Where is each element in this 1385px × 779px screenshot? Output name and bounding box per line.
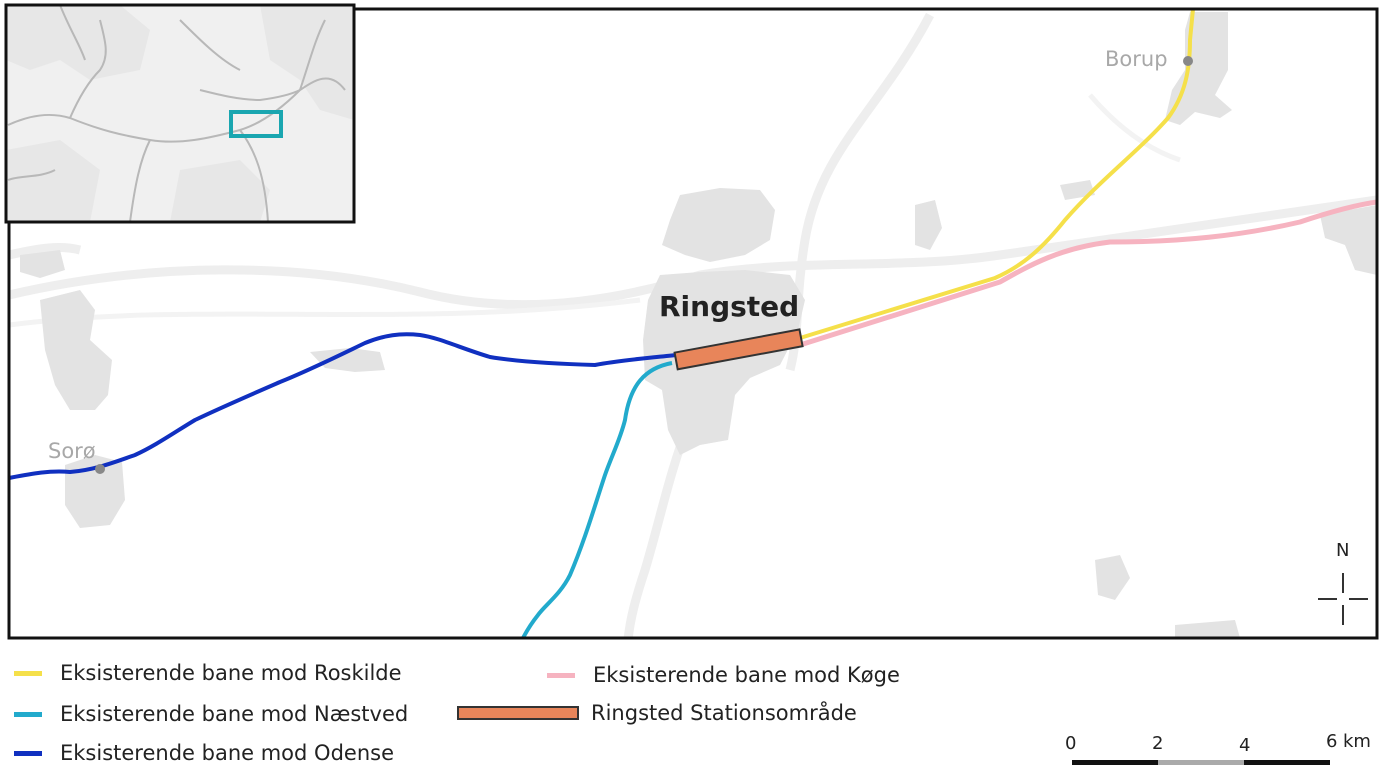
place-label-soroe: Sorø bbox=[48, 439, 96, 463]
inset-map[interactable] bbox=[4, 3, 356, 224]
scale-tick-2: 2 bbox=[1152, 733, 1164, 754]
rail-koege bbox=[799, 199, 1377, 348]
legend-item-naestved: Eksisterende bane mod Næstved bbox=[14, 699, 408, 729]
legend-swatch-naestved bbox=[14, 711, 42, 717]
north-label: N bbox=[1336, 540, 1349, 561]
north-arrow-icon bbox=[1318, 573, 1368, 625]
legend-swatch-station bbox=[457, 706, 579, 720]
rail-roskilde bbox=[799, 9, 1195, 340]
legend-swatch-roskilde bbox=[14, 670, 42, 676]
scale-tick-0: 0 bbox=[1065, 733, 1077, 754]
inset-roads bbox=[7, 4, 346, 223]
legend-label-naestved: Eksisterende bane mod Næstved bbox=[60, 702, 409, 726]
legend-item-koege: Eksisterende bane mod Køge bbox=[547, 660, 900, 690]
legend-item-odense: Eksisterende bane mod Odense bbox=[14, 738, 394, 768]
legend-label-station: Ringsted Stationsområde bbox=[591, 701, 857, 725]
main-map-frame bbox=[7, 7, 1379, 640]
inset-location-marker bbox=[229, 110, 283, 138]
scale-tick-6: 6 bbox=[1326, 731, 1338, 752]
legend-swatch-koege bbox=[547, 672, 575, 678]
legend-label-roskilde: Eksisterende bane mod Roskilde bbox=[60, 661, 402, 685]
place-label-borup: Borup bbox=[1105, 47, 1168, 71]
scale-unit: km bbox=[1343, 731, 1371, 752]
legend-label-koege: Eksisterende bane mod Køge bbox=[593, 663, 900, 687]
scale-tick-4: 4 bbox=[1239, 735, 1251, 756]
place-dot-borup bbox=[1183, 56, 1193, 66]
rail-odense bbox=[9, 332, 677, 480]
rail-naestved bbox=[520, 361, 673, 638]
legend-label-odense: Eksisterende bane mod Odense bbox=[60, 741, 394, 765]
scale-bar bbox=[1072, 760, 1330, 765]
main-map: Borup Sorø Ringsted N bbox=[9, 9, 1377, 638]
legend-item-roskilde: Eksisterende bane mod Roskilde bbox=[14, 658, 402, 688]
place-dot-soroe bbox=[95, 464, 105, 474]
legend-swatch-odense bbox=[14, 750, 42, 756]
inset-map-frame bbox=[4, 3, 356, 224]
city-label-ringsted: Ringsted bbox=[659, 290, 799, 323]
legend-item-station: Ringsted Stationsområde bbox=[457, 698, 857, 728]
station-area[interactable] bbox=[673, 328, 804, 371]
